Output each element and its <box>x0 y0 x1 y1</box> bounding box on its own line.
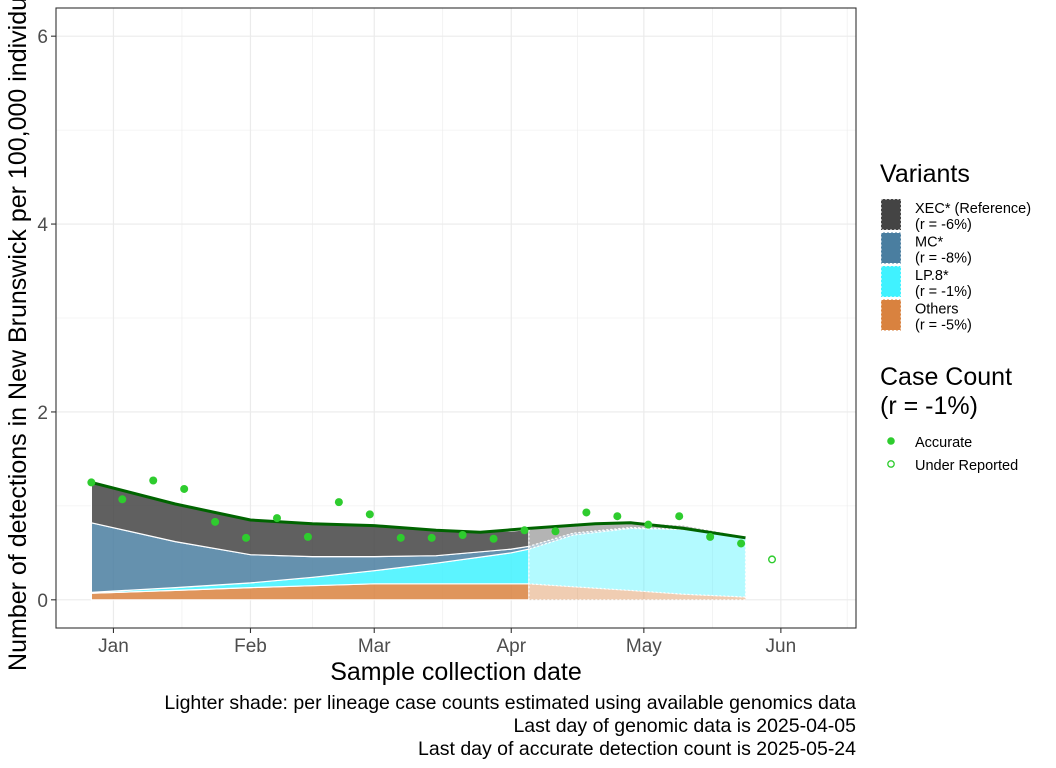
y-tick-label: 4 <box>37 215 48 236</box>
legend-key-others <box>880 299 902 331</box>
caption-line-2: Last day of genomic data is 2025-04-05 <box>513 715 856 737</box>
case-count-legend: Case Count (r = -1%) Accurate Under Repor… <box>880 363 1018 474</box>
accurate-point <box>520 526 529 535</box>
legend-label-name: MC* <box>915 235 944 251</box>
accurate-point <box>272 514 281 523</box>
case-count-legend-title: Case Count <box>880 363 1012 391</box>
legend-label-under-reported: Under Reported <box>915 458 1018 474</box>
accurate-point <box>242 533 251 542</box>
accurate-point <box>458 531 467 539</box>
legend-label-name: XEC* (Reference) <box>915 201 1031 217</box>
legend-label-name: LP.8* <box>915 268 949 284</box>
plot-panel <box>55 7 857 629</box>
accurate-point <box>551 527 560 536</box>
accurate-point <box>118 495 127 504</box>
accurate-point <box>211 517 220 526</box>
case-count-points <box>87 476 777 564</box>
accurate-point <box>87 478 96 487</box>
x-axis: Jan Feb Mar Apr May Jun <box>98 628 796 657</box>
x-tick-label: Jun <box>766 636 797 657</box>
x-tick-label: Mar <box>358 636 391 657</box>
accurate-point <box>644 520 653 529</box>
y-tick-label: 6 <box>37 27 48 48</box>
legend-label-r: (r = -6%) <box>915 217 972 233</box>
chart-captions: Lighter shade: per lineage case counts e… <box>164 692 856 760</box>
accurate-point <box>613 512 622 521</box>
legend-key-accurate <box>887 437 895 445</box>
case-count-trend <box>91 480 746 540</box>
legend-key-xec-reference- <box>880 198 902 231</box>
accurate-point <box>303 532 312 541</box>
case-count-trend-line <box>91 480 746 540</box>
accurate-point <box>334 498 343 507</box>
area-others-estimated <box>528 583 747 601</box>
legend-label-r: (r = -5%) <box>915 318 972 334</box>
accurate-point <box>396 533 405 542</box>
x-tick-label: Apr <box>496 636 526 657</box>
plot-border <box>55 7 857 629</box>
legend-key-lp-8- <box>880 265 902 298</box>
accurate-point <box>675 512 684 521</box>
variants-legend-title: Variants <box>880 160 970 188</box>
accurate-point <box>582 508 591 517</box>
legend-label-r: (r = -1%) <box>915 284 972 300</box>
x-axis-title: Sample collection date <box>330 658 582 686</box>
accurate-point <box>737 539 746 548</box>
accurate-point <box>180 484 189 493</box>
legend-label-r: (r = -8%) <box>915 251 972 267</box>
case-count-legend-subtitle: (r = -1%) <box>880 392 978 420</box>
accurate-point <box>427 533 436 542</box>
x-tick-label: Feb <box>234 636 267 657</box>
y-tick-label: 2 <box>37 403 48 424</box>
caption-line-1: Lighter shade: per lineage case counts e… <box>164 692 856 714</box>
legend-key-mc- <box>880 232 902 264</box>
under-reported-point <box>768 555 777 564</box>
x-tick-label: May <box>626 636 662 657</box>
accurate-point <box>489 534 498 543</box>
accurate-point <box>365 510 374 519</box>
y-tick-label: 0 <box>37 591 48 612</box>
variants-legend: Variants XEC* (Reference)(r = -6%)MC*(r … <box>880 160 1031 334</box>
y-axis-title: Number of detections in New Brunswick pe… <box>4 0 32 671</box>
legend-label-name: Others <box>915 302 959 318</box>
accurate-point <box>706 532 715 541</box>
y-axis: 0 2 4 6 <box>37 27 56 612</box>
legend-key-under-reported <box>887 460 895 468</box>
accurate-point <box>149 476 158 485</box>
x-tick-label: Jan <box>98 636 129 657</box>
legend-label-accurate: Accurate <box>915 435 972 451</box>
caption-line-3: Last day of accurate detection count is … <box>418 738 856 760</box>
